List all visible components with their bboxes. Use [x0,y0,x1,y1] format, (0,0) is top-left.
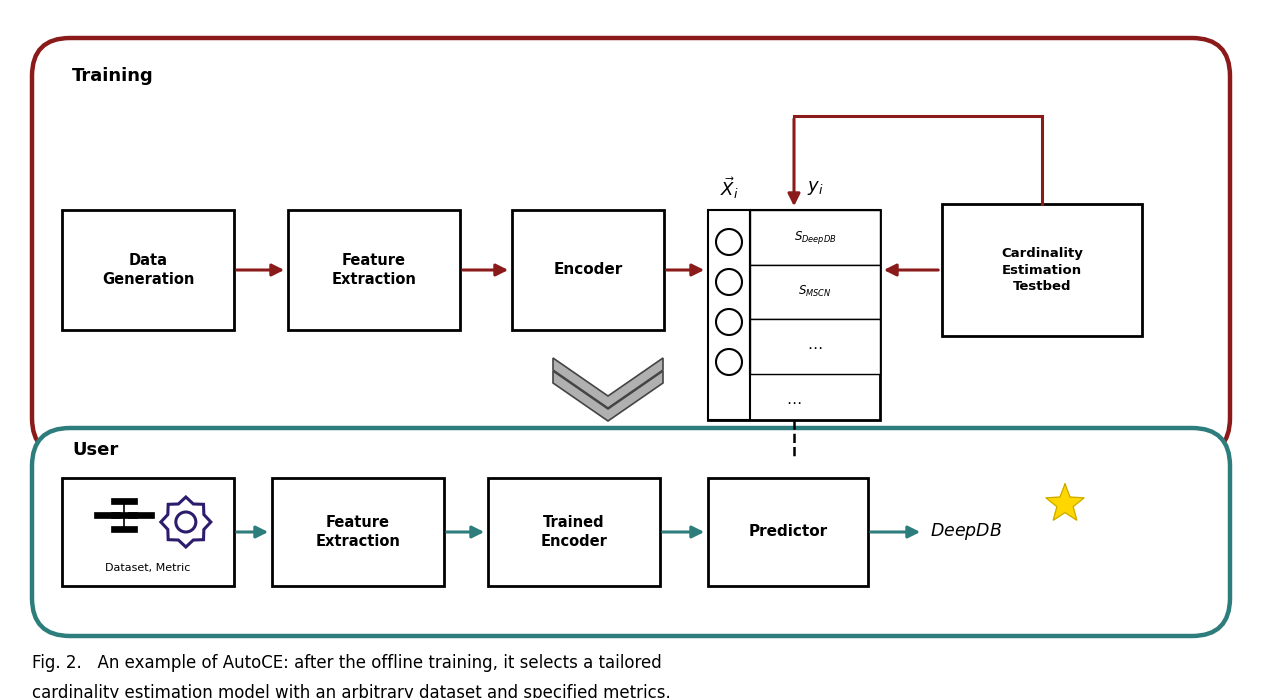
FancyBboxPatch shape [488,478,661,586]
Text: Predictor: Predictor [748,524,828,540]
FancyBboxPatch shape [512,210,664,330]
Polygon shape [553,358,663,408]
FancyBboxPatch shape [708,478,869,586]
FancyBboxPatch shape [128,512,153,518]
FancyBboxPatch shape [110,512,137,518]
Text: User: User [72,441,118,459]
FancyBboxPatch shape [110,526,137,532]
Text: Data
Generation: Data Generation [101,253,194,288]
FancyBboxPatch shape [942,204,1142,336]
FancyBboxPatch shape [749,210,880,374]
Text: Dataset, Metric: Dataset, Metric [105,563,190,573]
Text: Cardinality
Estimation
Testbed: Cardinality Estimation Testbed [1000,247,1083,293]
Text: Training: Training [72,67,153,85]
Text: $\mathit{DeepDB}$: $\mathit{DeepDB}$ [929,521,1002,542]
Text: $y_i$: $y_i$ [806,179,823,197]
Text: $\cdots$: $\cdots$ [786,394,801,410]
FancyBboxPatch shape [708,210,880,420]
Text: $S_{DeepDB}$: $S_{DeepDB}$ [794,229,837,246]
FancyBboxPatch shape [94,512,120,518]
FancyBboxPatch shape [749,319,880,374]
FancyBboxPatch shape [708,210,749,420]
Polygon shape [553,371,663,421]
Text: $\vec{X}_i$: $\vec{X}_i$ [720,175,738,201]
Text: Fig. 2.   An example of AutoCE: after the offline training, it selects a tailore: Fig. 2. An example of AutoCE: after the … [32,654,662,672]
FancyBboxPatch shape [288,210,460,330]
FancyBboxPatch shape [749,265,880,319]
Text: Feature
Extraction: Feature Extraction [331,253,416,288]
Polygon shape [161,497,210,547]
FancyBboxPatch shape [62,210,235,330]
Text: $\cdots$: $\cdots$ [808,339,823,354]
FancyBboxPatch shape [110,498,137,504]
FancyBboxPatch shape [32,38,1230,456]
Circle shape [176,512,195,532]
Text: cardinality estimation model with an arbitrary dataset and specified metrics.: cardinality estimation model with an arb… [32,684,671,698]
Polygon shape [1046,484,1084,520]
FancyBboxPatch shape [62,478,235,586]
Text: $S_{MSCN}$: $S_{MSCN}$ [799,284,832,299]
Text: Feature
Extraction: Feature Extraction [316,514,401,549]
FancyBboxPatch shape [32,428,1230,636]
Text: Trained
Encoder: Trained Encoder [540,514,607,549]
FancyBboxPatch shape [749,210,880,265]
FancyBboxPatch shape [273,478,444,586]
Text: Encoder: Encoder [553,262,623,278]
